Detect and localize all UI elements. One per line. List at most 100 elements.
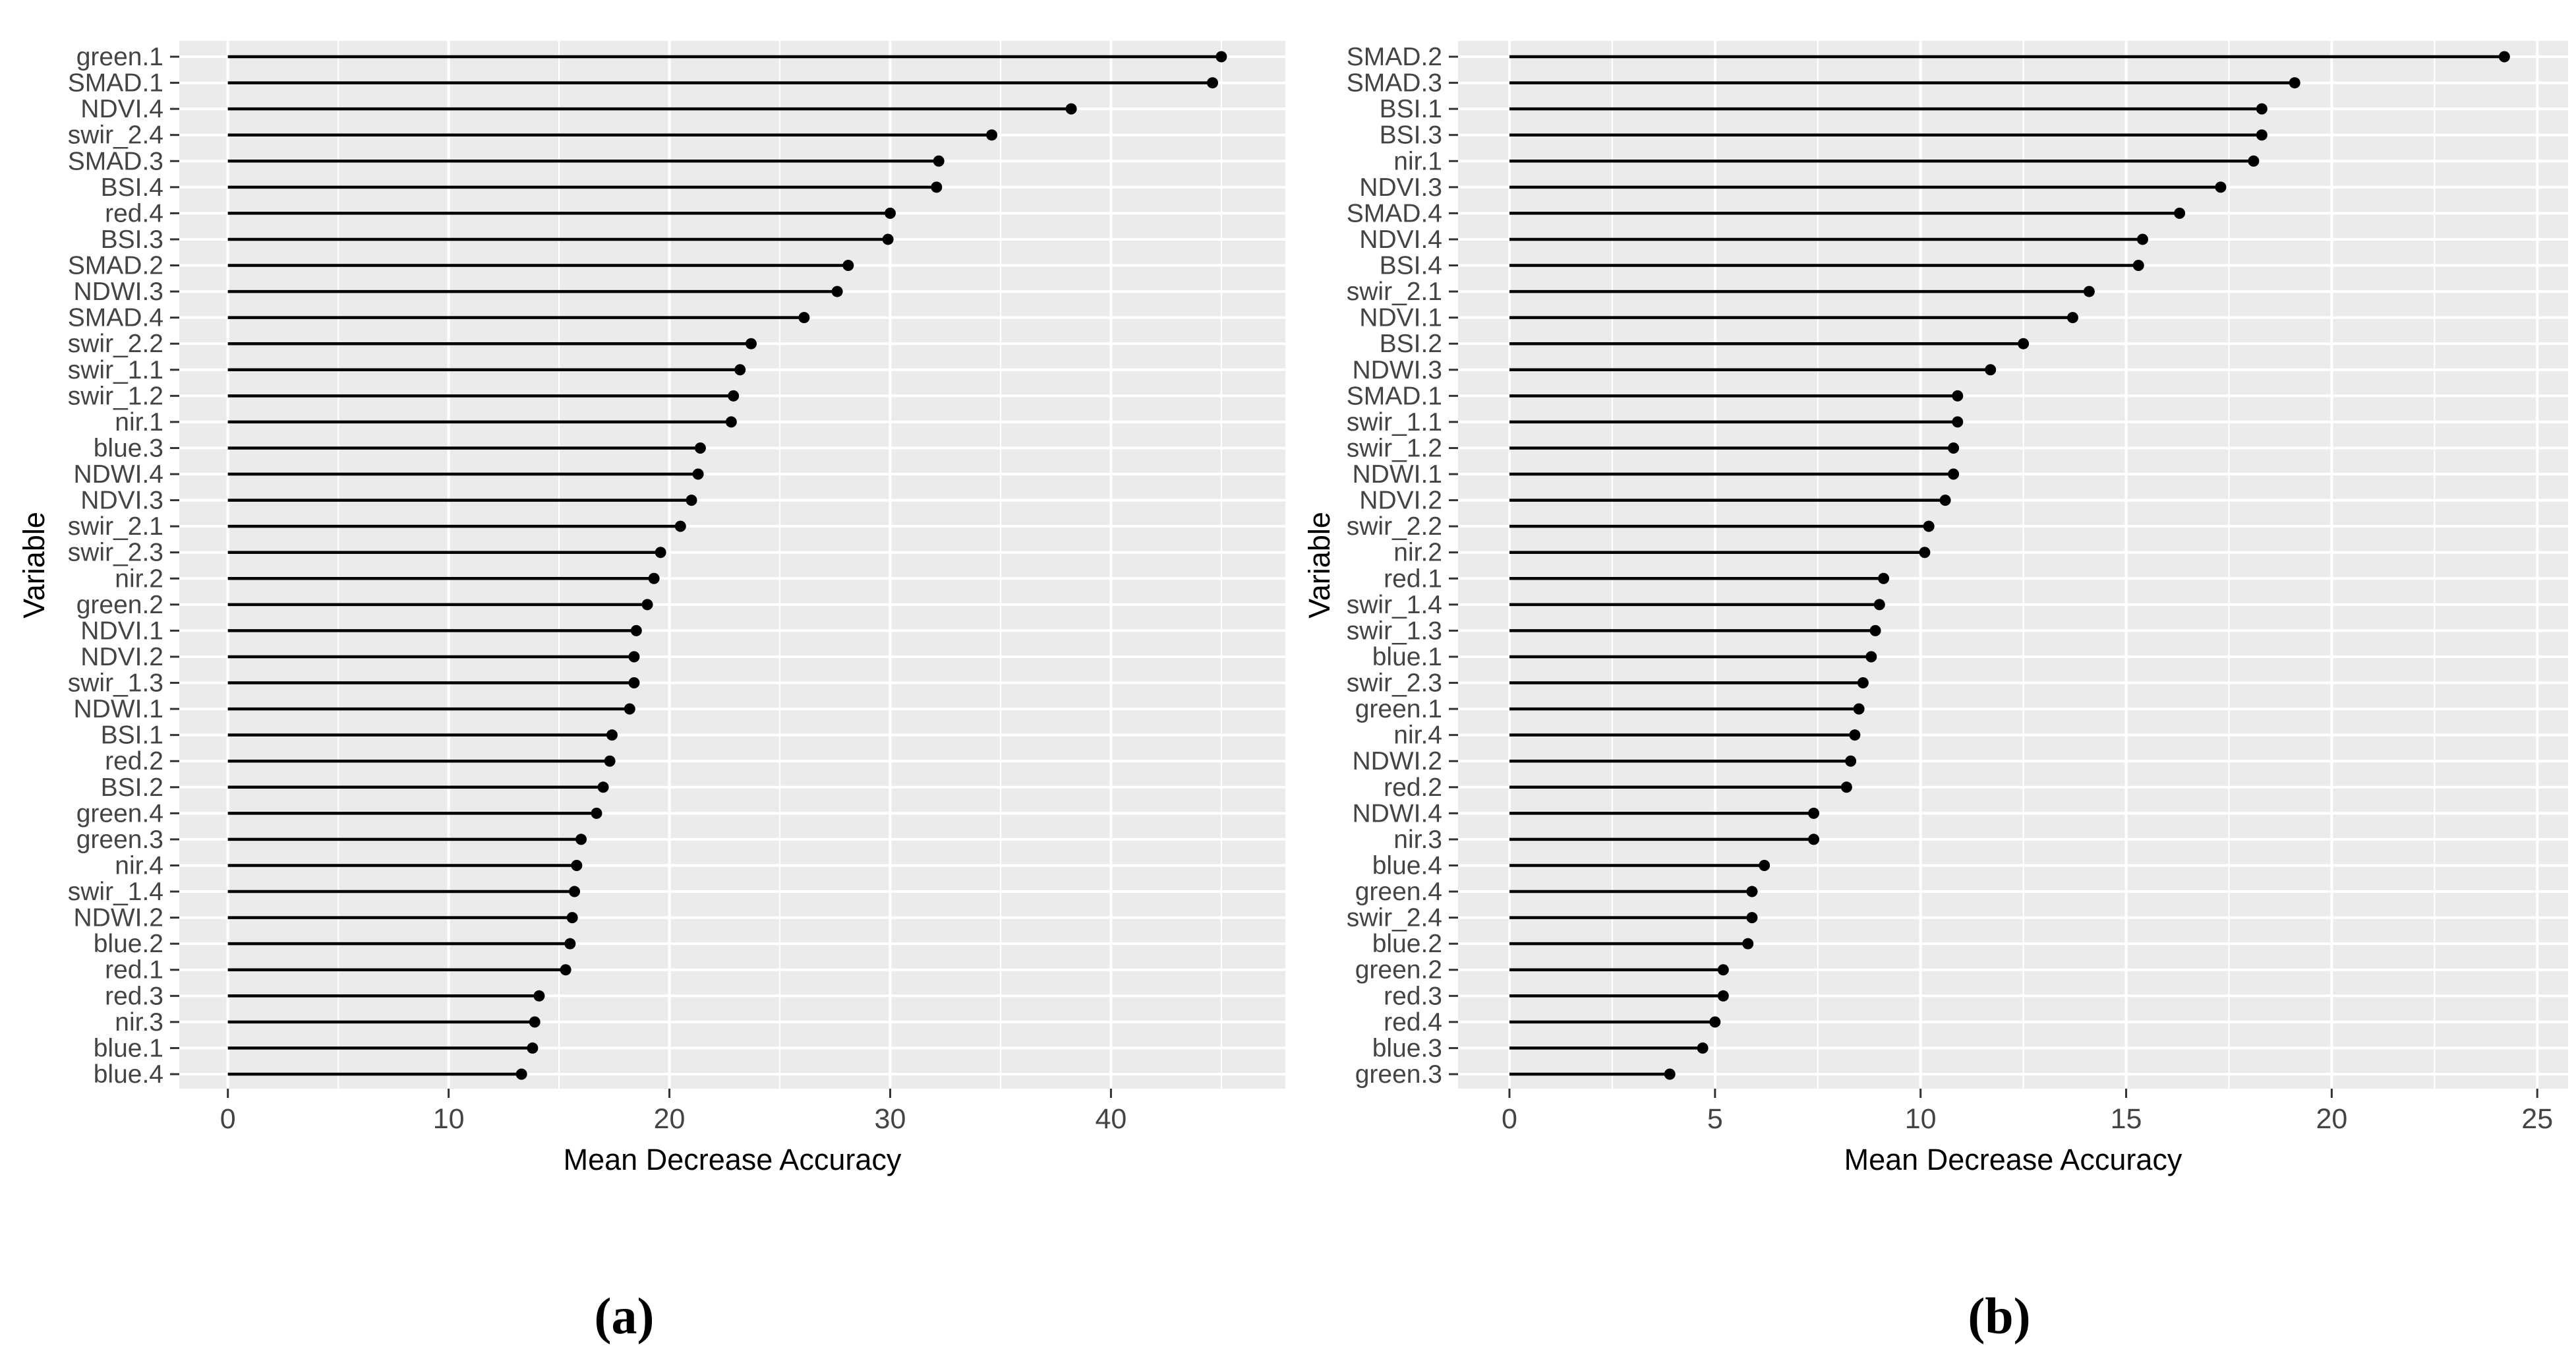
y-tick-label: BSI.3 xyxy=(101,226,163,254)
y-tick-label: BSI.1 xyxy=(101,721,163,750)
lollipop-dot xyxy=(560,964,571,976)
lollipop-dot xyxy=(624,703,635,715)
lollipop-dot xyxy=(564,938,576,950)
lollipop-dot xyxy=(569,886,581,897)
y-tick-label: green.2 xyxy=(76,591,163,619)
lollipop-dot xyxy=(1759,859,1771,871)
y-tick-label: NDVI.4 xyxy=(1359,226,1442,254)
y-tick-label: BSI.2 xyxy=(101,773,163,802)
lollipop-dot xyxy=(527,1042,539,1054)
lollipop-dot xyxy=(1746,912,1758,924)
y-tick-label: NDWI.2 xyxy=(74,904,164,932)
lollipop-dot xyxy=(1849,729,1861,741)
lollipop-dot xyxy=(2132,260,2144,272)
y-tick-label: NDWI.1 xyxy=(1353,460,1443,489)
x-tick-label: 10 xyxy=(1905,1103,1937,1135)
lollipop-dot xyxy=(630,624,642,636)
y-tick-label: green.3 xyxy=(1355,1060,1442,1089)
lollipop-dot xyxy=(1923,520,1935,532)
lollipop-dot xyxy=(2018,338,2030,349)
lollipop-dot xyxy=(1985,364,1997,376)
lollipop-dot xyxy=(734,364,746,376)
lollipop-dot xyxy=(571,859,583,871)
y-tick-label: swir_2.2 xyxy=(1347,512,1442,541)
y-tick-label: blue.1 xyxy=(94,1034,163,1062)
lollipop-dot xyxy=(2083,286,2095,297)
lollipop-dot xyxy=(533,990,545,1002)
y-tick-label: NDWI.1 xyxy=(74,695,164,723)
lollipop-dot xyxy=(566,912,578,924)
lollipop-dot xyxy=(648,572,660,584)
y-tick-label: red.4 xyxy=(1384,1008,1442,1037)
lollipop-dot xyxy=(728,390,740,402)
y-tick-label: nir.4 xyxy=(115,851,163,880)
y-tick-label: BSI.4 xyxy=(101,173,163,202)
y-tick-label: BSI.3 xyxy=(1380,121,1442,150)
y-tick-label: swir_2.3 xyxy=(68,539,163,567)
lollipop-dot xyxy=(606,729,618,741)
lollipop-dot xyxy=(686,495,697,506)
y-tick-label: SMAD.4 xyxy=(68,304,163,332)
caption-a: (a) xyxy=(594,1287,655,1345)
lollipop-dot xyxy=(725,416,737,428)
lollipop-dot xyxy=(2289,77,2300,89)
lollipop-dot xyxy=(2066,312,2078,324)
lollipop-dot xyxy=(1919,547,1931,559)
y-tick-label: nir.4 xyxy=(1393,721,1442,750)
lollipop-dot xyxy=(2256,129,2268,141)
y-tick-label: green.4 xyxy=(76,799,163,828)
y-tick-label: swir_1.2 xyxy=(1347,434,1442,462)
y-tick-label: blue.4 xyxy=(94,1060,163,1089)
y-tick-label: SMAD.3 xyxy=(1347,69,1442,98)
lollipop-dot xyxy=(745,338,757,349)
yaxis-title-chart-b: Variable xyxy=(1303,512,1336,619)
y-tick-label: NDVI.2 xyxy=(80,643,163,671)
y-tick-label: swir_2.3 xyxy=(1347,669,1442,698)
lollipop-dot xyxy=(1869,624,1881,636)
y-tick-label: swir_1.2 xyxy=(68,382,163,410)
x-tick-label: 20 xyxy=(654,1103,686,1135)
y-tick-label: nir.2 xyxy=(1393,539,1442,567)
y-tick-label: NDVI.1 xyxy=(1359,304,1442,332)
y-tick-label: NDVI.3 xyxy=(80,487,163,515)
caption-b: (b) xyxy=(1968,1287,2031,1345)
y-tick-label: NDVI.4 xyxy=(80,95,163,123)
y-tick-label: SMAD.4 xyxy=(1347,199,1442,227)
lollipop-dot xyxy=(882,233,894,245)
y-tick-label: swir_1.4 xyxy=(68,878,163,906)
y-tick-label: swir_2.2 xyxy=(68,330,163,358)
lollipop-dot xyxy=(842,260,854,272)
lollipop-dot xyxy=(515,1068,527,1080)
y-tick-label: green.2 xyxy=(1355,956,1442,984)
lollipop-dot xyxy=(1952,416,1964,428)
y-tick-label: swir_2.1 xyxy=(68,512,163,541)
y-tick-label: red.4 xyxy=(105,199,163,227)
y-tick-label: blue.4 xyxy=(1372,851,1442,880)
y-tick-label: swir_2.4 xyxy=(1347,904,1442,932)
y-tick-label: blue.2 xyxy=(94,930,163,958)
y-tick-label: NDWI.4 xyxy=(1353,799,1443,828)
lollipop-dot xyxy=(1664,1068,1676,1080)
lollipop-dot xyxy=(1065,103,1077,115)
x-tick-label: 20 xyxy=(2316,1103,2347,1135)
x-tick-label: 0 xyxy=(1502,1103,1517,1135)
lollipop-dot xyxy=(2174,207,2186,219)
y-tick-label: swir_1.3 xyxy=(68,669,163,698)
x-tick-label: 30 xyxy=(875,1103,906,1135)
lollipop-dot xyxy=(674,520,686,532)
lollipop-dot xyxy=(1840,781,1852,793)
y-tick-label: SMAD.2 xyxy=(68,252,163,280)
lollipop-dot xyxy=(1948,442,1960,454)
lollipop-dot xyxy=(1206,77,1218,89)
lollipop-dot xyxy=(529,1016,541,1028)
y-tick-label: nir.3 xyxy=(115,1008,163,1037)
x-tick-label: 25 xyxy=(2521,1103,2553,1135)
y-tick-label: NDVI.3 xyxy=(1359,173,1442,202)
y-tick-label: swir_1.4 xyxy=(1347,591,1442,619)
lollipop-dot xyxy=(1215,51,1227,63)
lollipop-dot xyxy=(1948,468,1960,480)
lollipop-dot xyxy=(692,468,704,480)
y-tick-label: nir.1 xyxy=(115,408,163,437)
lollipop-dot xyxy=(1853,703,1865,715)
